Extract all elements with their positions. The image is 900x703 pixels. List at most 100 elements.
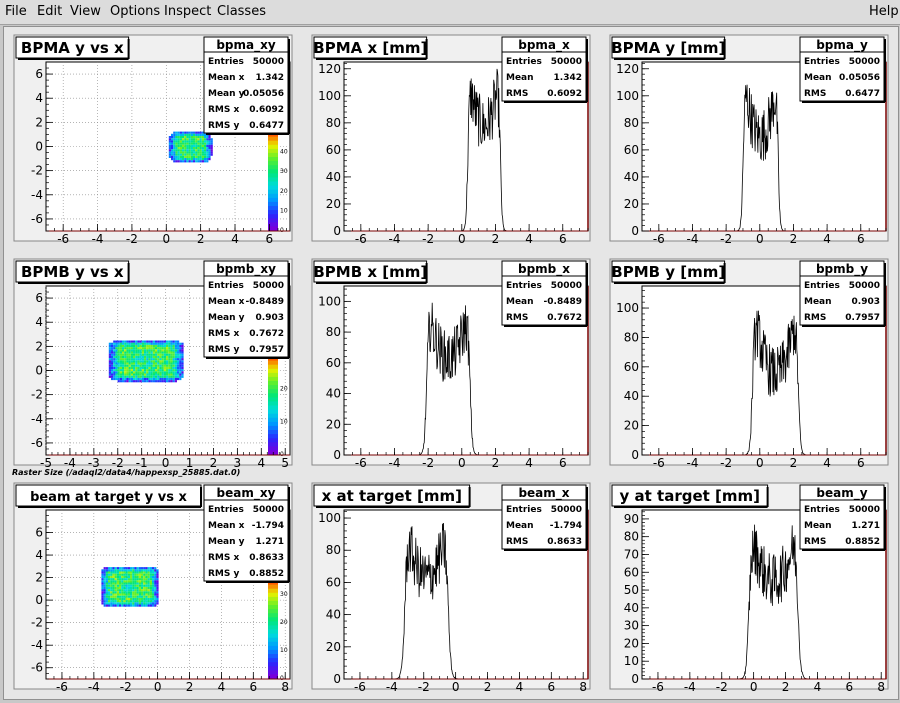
x-tick-label: 2 xyxy=(782,680,790,694)
heatmap-cell xyxy=(119,578,122,581)
menu-file[interactable]: File xyxy=(5,4,27,19)
heatmap-cell xyxy=(197,133,200,136)
heatmap-cell xyxy=(152,589,155,592)
x-tick-label: 5 xyxy=(281,456,289,470)
heatmap-cell xyxy=(130,571,133,574)
y-tick-label: 4 xyxy=(35,548,43,562)
heatmap-blob xyxy=(168,131,213,163)
color-bar-segment xyxy=(268,364,278,369)
y-tick-label: -6 xyxy=(31,212,43,226)
heatmap-cell xyxy=(133,349,136,352)
heatmap-cell xyxy=(146,358,149,361)
heatmap-cell xyxy=(182,155,185,158)
heatmap-cell xyxy=(135,377,138,381)
heatmap-cell xyxy=(173,158,176,161)
heatmap-cell xyxy=(119,349,122,352)
root-canvas[interactable]: Raster Size (/adaql2/data4/happexsp_2588… xyxy=(3,26,899,700)
menu-classes[interactable]: Classes xyxy=(217,4,266,19)
heatmap-cell xyxy=(114,593,117,596)
heatmap-cell xyxy=(105,589,108,592)
heatmap-cell xyxy=(137,371,140,374)
heatmap-cell xyxy=(112,593,115,596)
heatmap-cell xyxy=(156,580,159,583)
stats-label: RMS x xyxy=(208,105,240,115)
heatmap-cell xyxy=(143,571,146,574)
x-tick-label: 2 xyxy=(492,232,500,246)
heatmap-cell xyxy=(159,377,162,381)
heatmap-cell xyxy=(157,355,160,359)
heatmap-cell xyxy=(138,597,141,601)
heatmap-cell xyxy=(201,140,204,143)
heatmap-cell xyxy=(144,375,147,378)
heatmap-cell xyxy=(161,351,164,354)
heatmap-cell xyxy=(163,340,166,343)
heatmap-cell xyxy=(170,344,173,348)
heatmap-cell xyxy=(168,373,171,376)
y-tick-label: 100 xyxy=(318,294,341,308)
heatmap-cell xyxy=(179,344,182,348)
heatmap-cell xyxy=(150,366,153,370)
heatmap-cell xyxy=(179,371,182,374)
heatmap-cell xyxy=(172,355,175,359)
menu-options[interactable]: Options xyxy=(110,4,161,19)
heatmap-cell xyxy=(121,582,124,585)
stats-value: 50000 xyxy=(253,505,284,515)
heatmap-cell xyxy=(103,575,106,579)
heatmap-cell xyxy=(146,351,149,354)
stats-value: 0.6477 xyxy=(845,89,880,99)
heatmap-cell xyxy=(128,360,131,363)
heatmap-cell xyxy=(130,364,133,367)
heatmap-cell xyxy=(152,340,155,343)
heatmap-cell xyxy=(166,344,169,348)
menu-view[interactable]: View xyxy=(70,4,101,19)
heatmap-cell xyxy=(150,369,153,372)
heatmap-cell xyxy=(152,569,155,572)
heatmap-cell xyxy=(123,597,126,601)
stats-name: bpma_xy xyxy=(216,38,276,53)
heatmap-cell xyxy=(134,575,137,579)
heatmap-cell xyxy=(126,366,129,370)
heatmap-cell xyxy=(146,349,149,352)
heatmap-cell xyxy=(134,584,137,587)
menu-inspect[interactable]: Inspect xyxy=(164,4,212,19)
y-tick-label: 100 xyxy=(616,89,639,103)
heatmap-cell xyxy=(105,571,108,574)
heatmap-cell xyxy=(105,602,108,605)
heatmap-cell xyxy=(132,580,135,583)
heatmap-cell xyxy=(181,355,184,359)
heatmap-cell xyxy=(127,573,130,576)
heatmap-cell xyxy=(105,582,108,585)
heatmap-cell xyxy=(105,593,108,596)
menu-edit[interactable]: Edit xyxy=(37,4,63,19)
histogram-grid: Raster Size (/adaql2/data4/happexsp_2588… xyxy=(12,34,889,694)
heatmap-cell xyxy=(174,340,177,343)
heatmap-cell xyxy=(152,362,155,365)
heatmap-cell xyxy=(133,373,136,376)
heatmap-cell xyxy=(111,377,114,381)
heatmap-cell xyxy=(127,584,130,587)
heatmap-cell xyxy=(197,158,200,161)
heatmap-cell xyxy=(144,369,147,372)
heatmap-cell xyxy=(159,371,162,374)
heatmap-cell xyxy=(121,575,124,579)
heatmap-cell xyxy=(171,151,174,154)
color-bar-segment xyxy=(268,596,278,601)
color-bar-segment xyxy=(268,384,278,390)
heatmap-cell xyxy=(110,578,113,581)
heatmap-cell xyxy=(184,138,187,141)
heatmap-cell xyxy=(172,351,175,354)
heatmap-cell xyxy=(186,140,189,143)
heatmap-cell xyxy=(103,593,106,596)
heatmap-cell xyxy=(117,373,120,376)
heatmap-cell xyxy=(179,369,182,372)
x-tick-label: 2 xyxy=(492,456,500,470)
y-tick-label: 70 xyxy=(624,547,639,561)
heatmap-cell xyxy=(170,380,173,383)
menu-help[interactable]: Help xyxy=(869,4,899,19)
heatmap-cell xyxy=(177,371,180,374)
heatmap-cell xyxy=(141,351,144,354)
heatmap-cell xyxy=(127,586,130,590)
heatmap-cell xyxy=(119,375,122,378)
